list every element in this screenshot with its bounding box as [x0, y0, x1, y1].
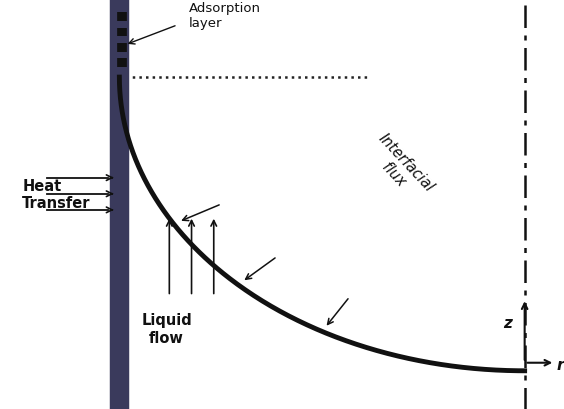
- Text: z: z: [504, 315, 513, 330]
- Text: Adsorption
layer: Adsorption layer: [189, 2, 261, 30]
- Text: Liquid
flow: Liquid flow: [141, 312, 192, 345]
- Text: r: r: [557, 357, 564, 372]
- Text: Interfacial
flux: Interfacial flux: [363, 130, 437, 206]
- Text: Heat
Transfer: Heat Transfer: [22, 178, 91, 211]
